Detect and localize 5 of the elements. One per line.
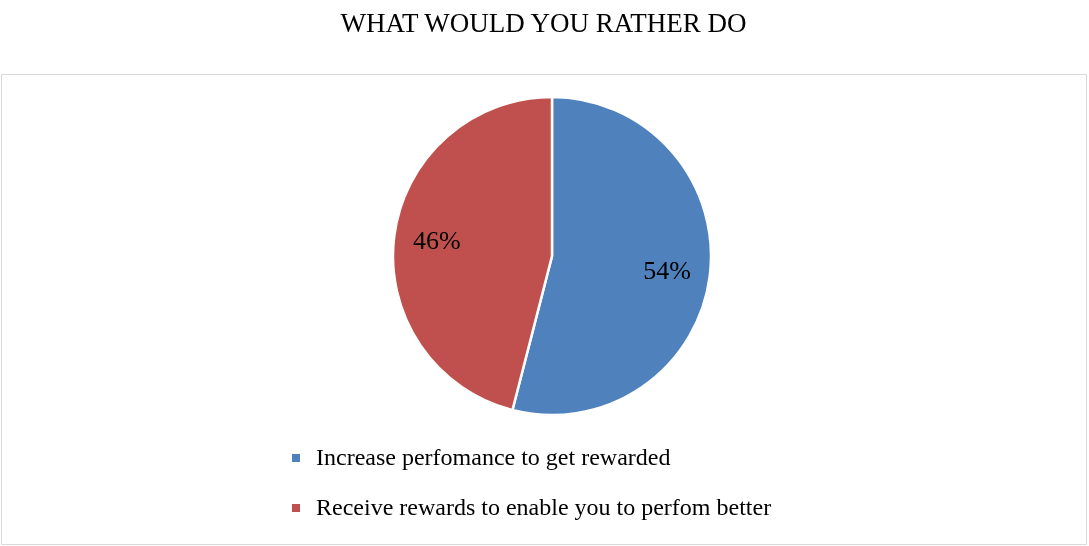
legend-label: Receive rewards to enable you to perfom better [316, 494, 772, 520]
data-label: 46% [413, 226, 461, 256]
chart-title: WHAT WOULD YOU RATHER DO [340, 8, 747, 38]
data-label: 54% [643, 255, 691, 285]
legend-label: Increase perfomance to get rewarded [316, 444, 671, 470]
